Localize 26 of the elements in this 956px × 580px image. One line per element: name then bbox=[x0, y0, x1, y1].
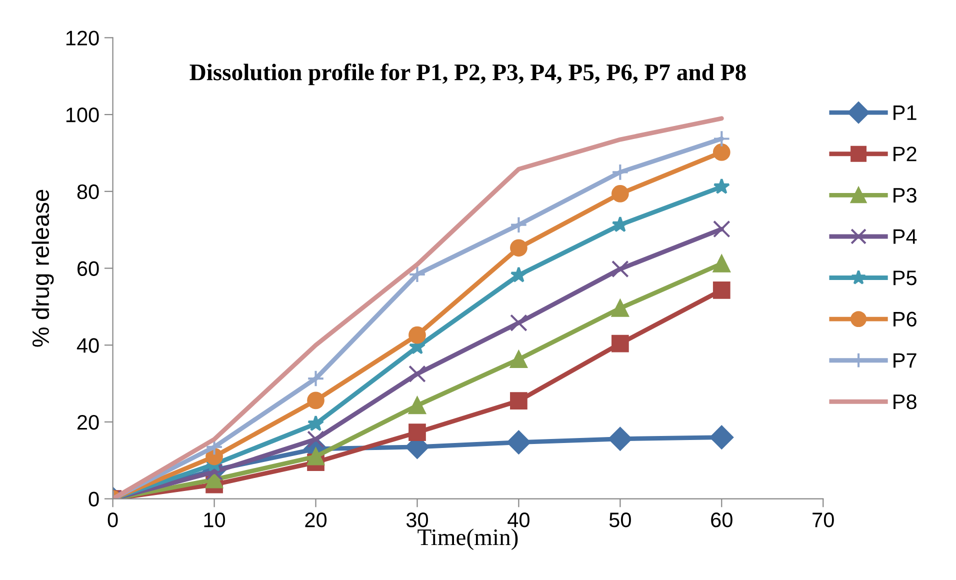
x-tick-label: 60 bbox=[711, 512, 732, 528]
x-tick-label: 50 bbox=[609, 512, 631, 528]
legend-label: P1 bbox=[894, 106, 916, 120]
legend-label: P2 bbox=[894, 146, 916, 162]
legend-label: P5 bbox=[894, 270, 916, 286]
y-tick-label: 0 bbox=[88, 492, 99, 507]
y-tick-label: 80 bbox=[77, 184, 99, 200]
y-axis-title: % drug release bbox=[32, 190, 54, 347]
y-tick-label: 120 bbox=[66, 30, 99, 46]
x-tick-label: 70 bbox=[812, 512, 834, 528]
legend-label: P6 bbox=[894, 312, 916, 327]
y-tick-label: 60 bbox=[78, 261, 99, 276]
x-tick-label: 10 bbox=[204, 512, 226, 528]
legend-label: P3 bbox=[894, 188, 916, 203]
x-tick-label: 0 bbox=[108, 512, 118, 528]
x-tick-label: 20 bbox=[305, 512, 327, 528]
legend-label: P4 bbox=[894, 229, 917, 244]
y-tick-label: 100 bbox=[66, 108, 99, 122]
legend-label: P8 bbox=[894, 394, 916, 410]
x-tick-label: 30 bbox=[406, 512, 428, 528]
text: Dissolution profile for P1, P2, P3, P4, P5, P6, P7 and P8 bbox=[190, 63, 746, 86]
y-tick-label: 40 bbox=[76, 338, 99, 353]
x-axis-title: Time(min) bbox=[418, 528, 518, 550]
legend-label: P7 bbox=[894, 353, 916, 368]
y-tick-label: 20 bbox=[77, 414, 99, 430]
x-tick-label: 40 bbox=[508, 512, 530, 528]
